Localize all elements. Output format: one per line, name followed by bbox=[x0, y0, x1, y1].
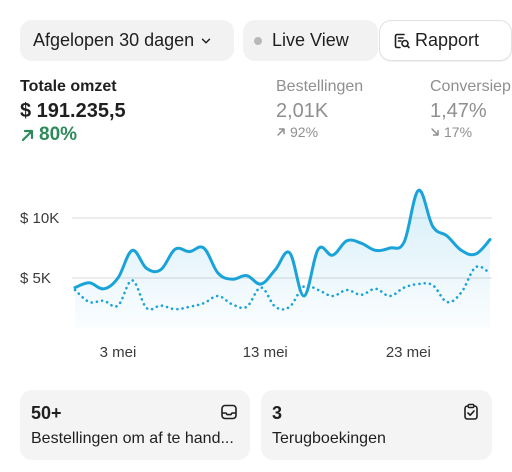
metric-value: 2,01K bbox=[276, 100, 329, 122]
report-label: Rapport bbox=[415, 30, 480, 50]
y-tick-label: $ 10K bbox=[20, 210, 59, 227]
inbox-icon bbox=[221, 404, 237, 420]
live-status-dot-icon bbox=[254, 36, 262, 45]
arrow-down-right-icon bbox=[431, 128, 439, 136]
card-chargebacks[interactable]: 3 Terugboekingen bbox=[261, 390, 492, 460]
series-line-previous bbox=[73, 265, 492, 311]
revenue-line-chart[interactable]: $ 10K $ 5K 3 mei 13 mei 23 mei bbox=[0, 170, 512, 370]
clipboard-check-icon bbox=[464, 403, 478, 420]
report-button[interactable]: Rapport bbox=[379, 20, 512, 61]
y-tick-label: $ 5K bbox=[20, 270, 51, 287]
card-orders-to-fulfill[interactable]: 50+ Bestellingen om af te hand... bbox=[20, 390, 250, 460]
metric-conversion[interactable]: Conversiep 1,47% 17% bbox=[430, 78, 511, 140]
toolbar: Afgelopen 30 dagen Live View Rapport bbox=[20, 20, 512, 62]
metric-label: Bestellingen bbox=[276, 78, 364, 95]
card-description: Bestellingen om af te hand... bbox=[31, 430, 234, 447]
live-view-label: Live View bbox=[272, 30, 349, 50]
chevron-down-icon bbox=[201, 38, 211, 43]
metric-change-value: 80% bbox=[39, 124, 78, 145]
series-line-current bbox=[73, 188, 492, 298]
metric-change-value: 92% bbox=[290, 124, 319, 140]
arrow-up-right-icon bbox=[277, 128, 285, 136]
metric-value: 1,47% bbox=[430, 100, 487, 122]
metric-change: 80% bbox=[20, 124, 126, 146]
metric-change-value: 17% bbox=[444, 124, 473, 140]
x-tick-label: 23 mei bbox=[386, 344, 431, 361]
metric-label: Conversiep bbox=[430, 78, 511, 95]
metric-change: 92% bbox=[276, 124, 363, 140]
metric-total-revenue[interactable]: Totale omzet $ 191.235,5 80% bbox=[20, 78, 126, 146]
report-search-icon bbox=[394, 33, 410, 48]
x-tick-label: 3 mei bbox=[100, 344, 137, 361]
card-description: Terugboekingen bbox=[272, 430, 386, 447]
period-label: Afgelopen 30 dagen bbox=[33, 30, 195, 50]
card-number: 3 bbox=[272, 403, 283, 423]
live-view-button[interactable]: Live View bbox=[243, 20, 378, 61]
card-number: 50+ bbox=[31, 403, 62, 423]
metric-change: 17% bbox=[430, 124, 511, 140]
arrow-up-right-icon bbox=[21, 129, 34, 141]
metric-label: Totale omzet bbox=[20, 78, 117, 95]
metric-orders[interactable]: Bestellingen 2,01K 92% bbox=[276, 78, 363, 140]
x-tick-label: 13 mei bbox=[243, 344, 288, 361]
period-selector[interactable]: Afgelopen 30 dagen bbox=[20, 20, 234, 61]
metric-value: $ 191.235,5 bbox=[20, 100, 126, 122]
